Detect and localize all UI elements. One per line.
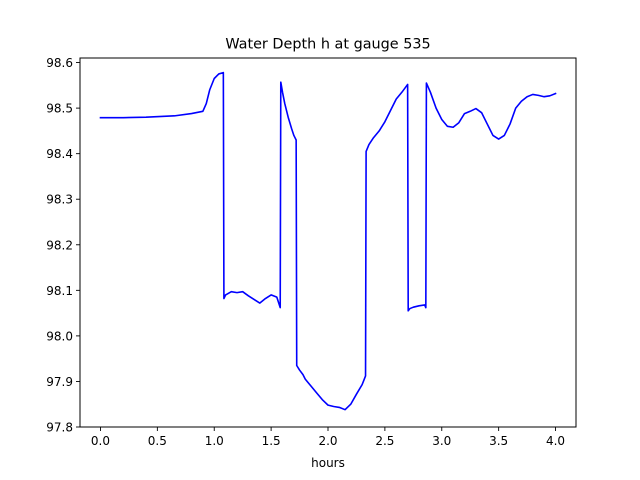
y-tick-label: 98.2 (46, 238, 73, 252)
y-tick-label: 98.5 (46, 102, 73, 116)
x-tick-label: 2.5 (375, 434, 394, 448)
y-tick-label: 97.9 (46, 375, 73, 389)
x-tick-label: 1.0 (205, 434, 224, 448)
x-tick-label: 4.0 (546, 434, 565, 448)
x-axis: 0.0 0.5 1.0 1.5 2.0 2.5 3.0 3.5 4.0 (91, 427, 565, 448)
x-tick-label: 0.5 (148, 434, 167, 448)
y-tick-label: 98.6 (46, 56, 73, 70)
x-tick-label: 0.0 (91, 434, 110, 448)
series-line-0 (99, 71, 557, 411)
y-tick-label: 98.1 (46, 284, 73, 298)
x-tick-label: 1.5 (262, 434, 281, 448)
y-tick-label: 98.3 (46, 193, 73, 207)
y-tick-label: 98.4 (46, 147, 73, 161)
y-tick-label: 97.8 (46, 421, 73, 435)
x-axis-label: hours (311, 456, 345, 470)
x-tick-label: 3.0 (432, 434, 451, 448)
y-tick-label: 98.0 (46, 329, 73, 343)
x-tick-label: 2.0 (318, 434, 337, 448)
plot-frame (79, 57, 577, 428)
chart-title: Water Depth h at gauge 535 (225, 37, 430, 53)
y-axis: 97.8 97.9 98.0 98.1 98.2 98.3 98.4 98.5 98.6 (46, 56, 80, 435)
series-layer (99, 71, 557, 411)
x-tick-label: 3.5 (489, 434, 508, 448)
